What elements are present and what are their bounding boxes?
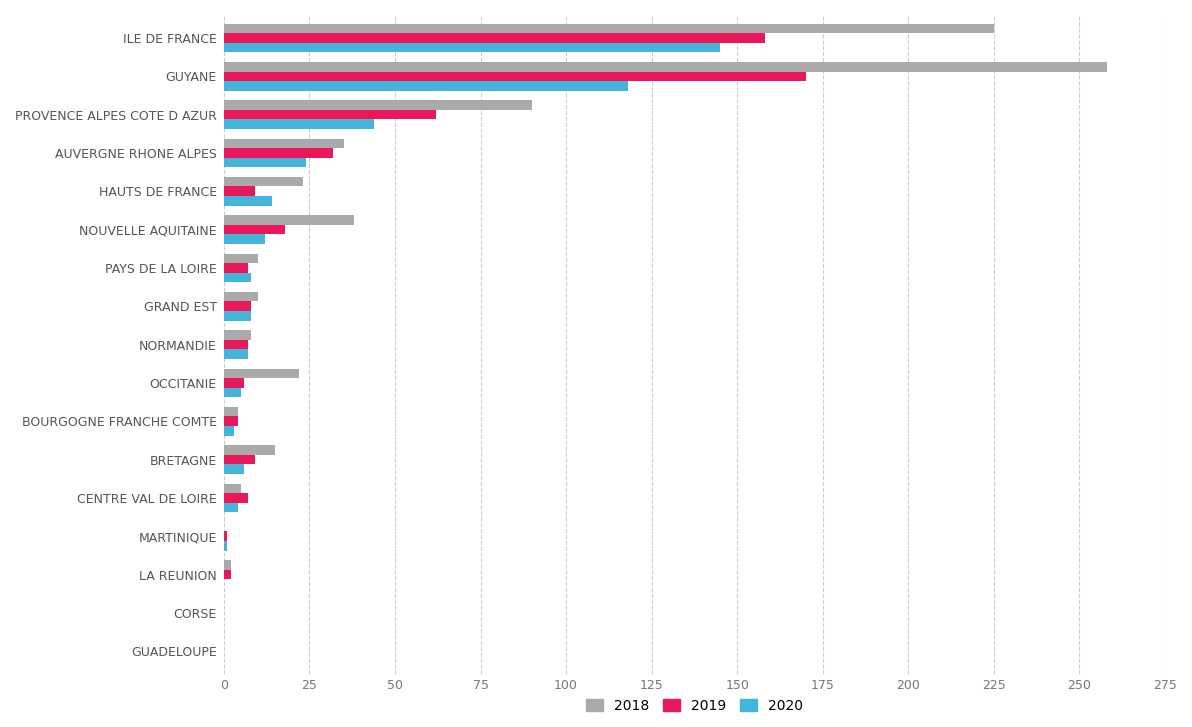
Bar: [224, 119, 374, 129]
Bar: [224, 263, 248, 273]
Bar: [224, 273, 252, 282]
Bar: [224, 302, 252, 311]
Legend: 2018, 2019, 2020: 2018, 2019, 2020: [579, 692, 809, 720]
Bar: [224, 43, 720, 52]
Bar: [224, 387, 241, 397]
Bar: [224, 23, 994, 33]
Bar: [224, 330, 252, 340]
Bar: [224, 292, 257, 302]
Bar: [224, 378, 244, 387]
Bar: [224, 531, 228, 541]
Bar: [224, 541, 228, 550]
Bar: [224, 483, 241, 493]
Bar: [224, 100, 532, 110]
Bar: [224, 426, 234, 435]
Bar: [224, 311, 252, 321]
Bar: [224, 62, 1107, 71]
Bar: [224, 177, 303, 187]
Bar: [224, 187, 255, 196]
Bar: [224, 407, 237, 417]
Bar: [224, 158, 306, 167]
Bar: [224, 455, 255, 465]
Bar: [224, 445, 275, 455]
Bar: [224, 33, 764, 43]
Bar: [224, 493, 248, 502]
Bar: [224, 417, 237, 426]
Bar: [224, 110, 436, 119]
Bar: [224, 71, 806, 81]
Bar: [224, 465, 244, 474]
Bar: [224, 350, 248, 359]
Bar: [224, 234, 265, 244]
Bar: [224, 502, 237, 513]
Bar: [224, 215, 354, 225]
Bar: [224, 148, 334, 158]
Bar: [224, 570, 231, 579]
Bar: [224, 81, 628, 91]
Bar: [224, 225, 285, 234]
Bar: [224, 340, 248, 350]
Bar: [224, 369, 299, 378]
Bar: [224, 560, 231, 570]
Bar: [224, 254, 257, 263]
Bar: [224, 196, 272, 206]
Bar: [224, 139, 343, 148]
